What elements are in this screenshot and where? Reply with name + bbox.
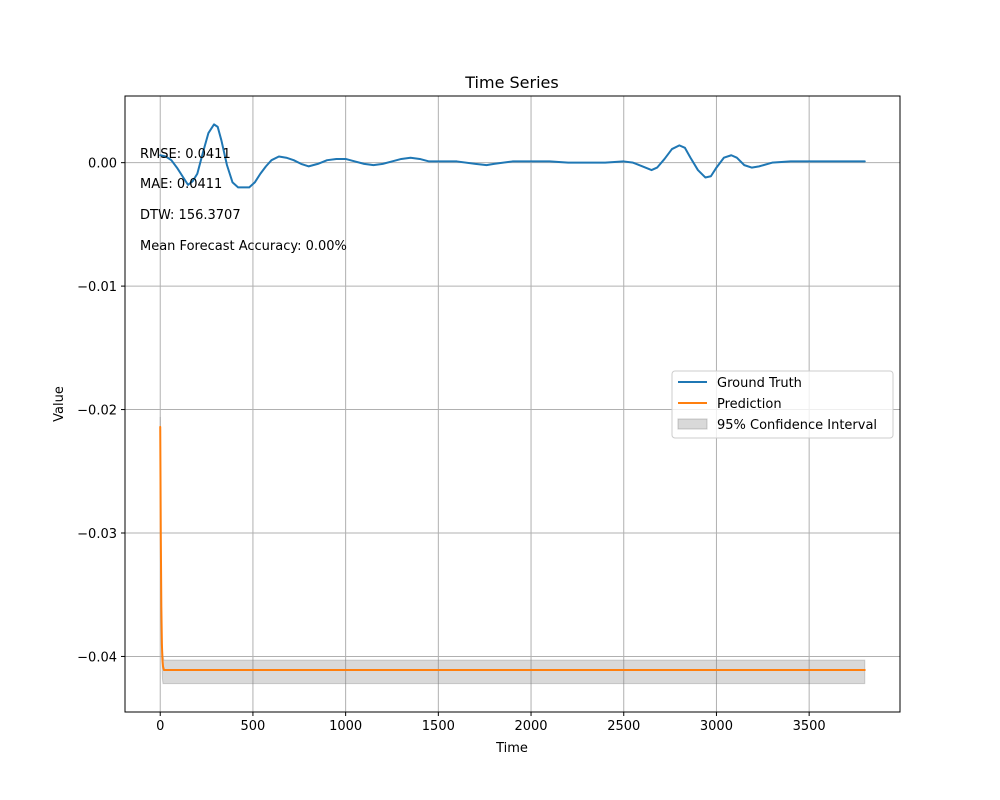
x-tick-label: 2500 bbox=[607, 719, 640, 734]
y-axis-ticks: 0.00 −0.01 −0.02 −0.03 −0.04 bbox=[77, 157, 125, 665]
legend-confidence-label: 95% Confidence Interval bbox=[717, 418, 877, 433]
chart-title: Time Series bbox=[464, 73, 558, 92]
rmse-annotation: RMSE: 0.0411 bbox=[140, 147, 231, 162]
x-tick-label: 0 bbox=[156, 719, 164, 734]
x-axis-ticks: 0 500 1000 1500 2000 2500 3000 3500 bbox=[156, 712, 826, 734]
prediction-line bbox=[159, 425, 866, 672]
legend-confidence-swatch bbox=[677, 418, 708, 430]
x-tick-label: 1500 bbox=[422, 719, 455, 734]
y-tick-label: −0.03 bbox=[77, 527, 117, 542]
x-axis-label: Time bbox=[495, 741, 528, 756]
y-tick-label: 0.00 bbox=[88, 157, 117, 172]
confidence-band-layer bbox=[159, 416, 866, 685]
series-layer bbox=[159, 123, 866, 672]
legend-prediction-label: Prediction bbox=[717, 397, 782, 412]
x-tick-label: 3500 bbox=[793, 719, 826, 734]
mae-annotation: MAE: 0.0411 bbox=[140, 177, 222, 192]
accuracy-annotation: Mean Forecast Accuracy: 0.00% bbox=[140, 239, 347, 254]
plot-frame bbox=[124, 95, 901, 713]
x-tick-label: 3000 bbox=[700, 719, 733, 734]
confidence-interval-band bbox=[159, 416, 866, 685]
x-tick-label: 500 bbox=[241, 719, 266, 734]
ground-truth-line bbox=[159, 123, 866, 189]
x-tick-label: 2000 bbox=[514, 719, 547, 734]
legend: Ground Truth Prediction 95% Confidence I… bbox=[671, 370, 894, 439]
grid-lines bbox=[125, 96, 900, 712]
metrics-annotations: RMSE: 0.0411 MAE: 0.0411 DTW: 156.3707 M… bbox=[140, 147, 347, 254]
y-tick-label: −0.02 bbox=[77, 404, 117, 419]
legend-ground-truth-label: Ground Truth bbox=[717, 376, 802, 391]
legend-box bbox=[671, 370, 894, 439]
y-axis-label: Value bbox=[52, 386, 67, 422]
x-tick-label: 1000 bbox=[329, 719, 362, 734]
y-tick-label: −0.04 bbox=[77, 650, 117, 665]
y-tick-label: −0.01 bbox=[77, 280, 117, 295]
dtw-annotation: DTW: 156.3707 bbox=[140, 208, 241, 223]
